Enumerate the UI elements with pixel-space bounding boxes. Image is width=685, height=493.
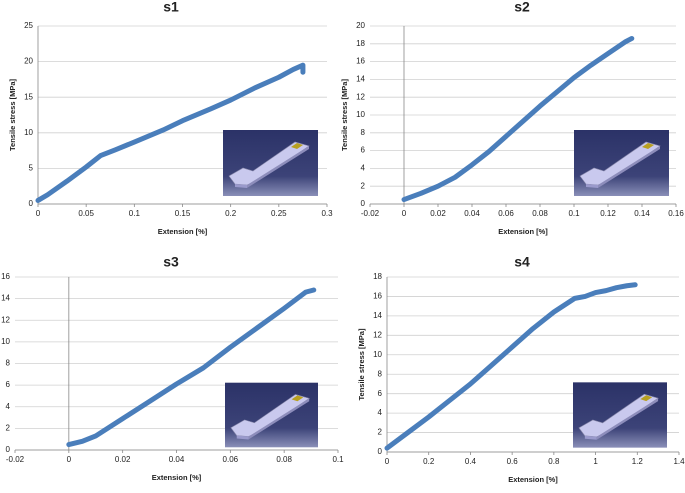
y-tick-label: 6 [361, 146, 366, 155]
x-tick-label: -0.02 [6, 455, 25, 464]
x-tick-label: 0.02 [115, 455, 131, 464]
y-tick-label: 12 [373, 330, 382, 339]
data-line [35, 62, 306, 203]
x-tick-label: 0.16 [668, 209, 684, 218]
y-tick-label: 16 [1, 272, 10, 281]
x-tick-label: 0.25 [271, 209, 287, 218]
x-tick-label: 0.02 [430, 209, 446, 218]
x-axis-label: Extension [%] [508, 475, 558, 484]
x-tick-label: 0.06 [498, 209, 514, 218]
y-tick-label: 10 [24, 128, 33, 137]
y-tick-label: 14 [1, 294, 10, 303]
y-tick-label: 8 [6, 359, 11, 368]
x-tick-label: 0.1 [129, 209, 141, 218]
x-tick-label: 1.2 [632, 457, 644, 466]
x-tick-label: 0.2 [225, 209, 237, 218]
y-tick-label: 8 [378, 369, 383, 378]
y-tick-label: 18 [356, 39, 365, 48]
y-tick-label: 16 [356, 57, 365, 66]
x-axis-label: Extension [%] [152, 473, 202, 482]
y-tick-label: 2 [378, 428, 383, 437]
x-tick-label: 0.15 [175, 209, 191, 218]
y-tick-label: 10 [1, 337, 10, 346]
y-tick-label: 12 [1, 315, 10, 324]
y-axis-label: Tensile stress [MPa] [8, 79, 17, 151]
x-tick-label: -0.02 [361, 209, 380, 218]
y-tick-label: 8 [361, 128, 366, 137]
y-tick-label: 20 [24, 57, 33, 66]
data-line [384, 282, 638, 451]
x-tick-label: 0.1 [332, 455, 344, 464]
y-tick-label: 4 [361, 164, 366, 173]
y-tick-label: 6 [6, 380, 11, 389]
y-tick-label: 10 [373, 350, 382, 359]
x-tick-label: 0 [67, 455, 72, 464]
y-tick-label: 5 [29, 164, 34, 173]
x-tick-label: 0 [402, 209, 407, 218]
y-tick-label: 10 [356, 110, 365, 119]
y-tick-label: 0 [6, 445, 11, 454]
x-tick-label: 0.4 [465, 457, 477, 466]
chart-title: s4 [514, 254, 530, 270]
x-tick-label: 0.12 [600, 209, 616, 218]
chart-title: s1 [163, 0, 179, 15]
x-axis-label: Extension [%] [158, 227, 208, 236]
x-tick-label: 0.04 [464, 209, 480, 218]
data-line [401, 35, 635, 203]
y-tick-label: 15 [24, 92, 33, 101]
specimen-inset [225, 382, 318, 448]
y-tick-label: 2 [361, 181, 366, 190]
x-tick-label: 0.05 [78, 209, 94, 218]
y-tick-label: 4 [6, 402, 11, 411]
x-tick-label: 0.06 [223, 455, 239, 464]
x-tick-label: 1.4 [673, 457, 685, 466]
x-tick-label: 0.6 [507, 457, 519, 466]
x-tick-label: 0 [385, 457, 390, 466]
y-tick-label: 20 [356, 21, 365, 30]
x-tick-label: 0.08 [532, 209, 548, 218]
chart-title: s3 [163, 254, 179, 270]
y-tick-label: 4 [378, 408, 383, 417]
x-axis-label: Extension [%] [498, 227, 548, 236]
y-tick-label: 2 [6, 423, 11, 432]
specimen-inset [223, 130, 318, 196]
x-tick-label: 0.08 [276, 455, 292, 464]
y-axis-label: Tensile stress [MPa] [340, 79, 349, 151]
x-tick-label: 0.2 [423, 457, 435, 466]
x-tick-label: 1 [593, 457, 598, 466]
specimen-inset [573, 382, 667, 448]
chart-title: s2 [514, 0, 530, 15]
specimen-inset [574, 130, 669, 196]
y-tick-label: 16 [373, 292, 382, 301]
y-tick-label: 0 [29, 199, 34, 208]
x-tick-label: 0.04 [169, 455, 185, 464]
x-tick-label: 0.8 [548, 457, 560, 466]
x-tick-label: 0 [36, 209, 41, 218]
y-tick-label: 18 [373, 272, 382, 281]
y-tick-label: 14 [356, 75, 365, 84]
x-tick-label: 0.14 [634, 209, 650, 218]
x-tick-label: 0.1 [568, 209, 580, 218]
y-tick-label: 0 [361, 199, 366, 208]
y-tick-label: 14 [373, 311, 382, 320]
y-tick-label: 12 [356, 92, 365, 101]
x-tick-label: 0.3 [321, 209, 333, 218]
y-tick-label: 0 [378, 447, 383, 456]
y-tick-label: 6 [378, 389, 383, 398]
y-tick-label: 25 [24, 21, 33, 30]
y-axis-label: Tensile stress [MPa] [357, 328, 366, 400]
data-line [66, 287, 317, 448]
